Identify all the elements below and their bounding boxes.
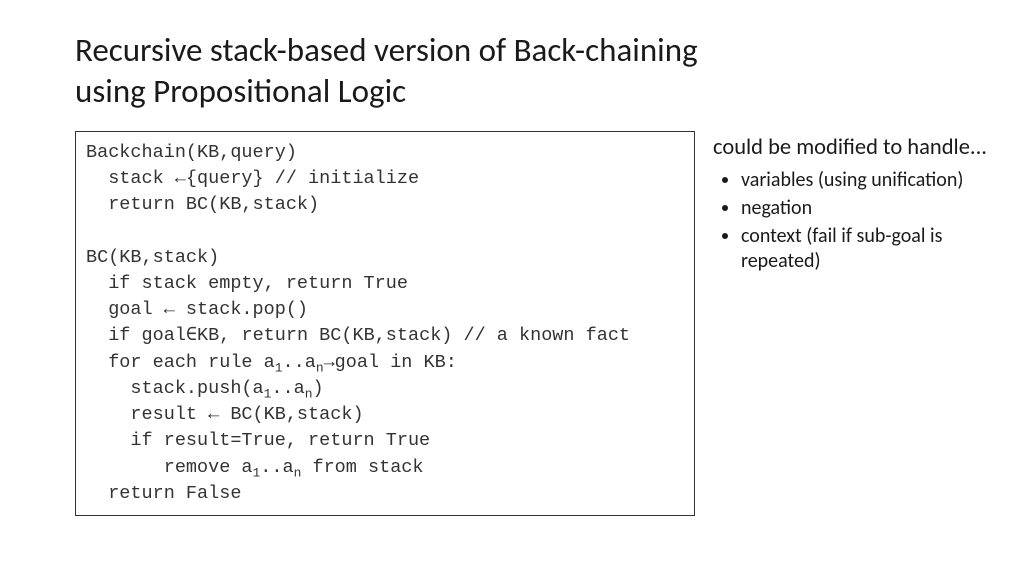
code-line: return False xyxy=(86,483,241,504)
pseudocode-box: Backchain(KB,query) stack ←{query} // in… xyxy=(75,131,695,517)
code-line: if goal∈KB, return BC(KB,stack) // a kno… xyxy=(86,325,630,346)
code-line: result ← BC(KB,stack) xyxy=(86,404,364,425)
subscript: n xyxy=(316,360,324,375)
title-line-1: Recursive stack-based version of Back-ch… xyxy=(75,30,698,70)
list-item: negation xyxy=(741,196,1014,221)
code-line: ..a xyxy=(260,457,293,478)
subscript: 1 xyxy=(275,360,283,375)
code-line: ..a xyxy=(283,352,316,373)
sidebar-list: variables (using unification) negation c… xyxy=(713,168,1014,274)
sidebar-notes: could be modified to handle... variables… xyxy=(713,131,1014,277)
code-line: BC(KB,stack) xyxy=(86,247,219,268)
code-line: stack.push(a xyxy=(86,378,264,399)
content-row: Backchain(KB,query) stack ←{query} // in… xyxy=(75,131,1014,517)
code-line: →goal in KB: xyxy=(324,352,457,373)
sidebar-heading: could be modified to handle... xyxy=(713,133,1014,162)
code-line: if stack empty, return True xyxy=(86,273,408,294)
title-line-2: using Propositional Logic xyxy=(75,71,406,111)
code-line: goal ← stack.pop() xyxy=(86,299,308,320)
code-line: from stack xyxy=(301,457,423,478)
list-item: variables (using unification) xyxy=(741,168,1014,193)
code-line: ) xyxy=(312,378,323,399)
code-line: remove a xyxy=(86,457,253,478)
list-item: context (fail if sub-goal is repeated) xyxy=(741,224,1014,274)
code-line: if result=True, return True xyxy=(86,430,430,451)
slide-title: Recursive stack-based version of Back-ch… xyxy=(75,30,1014,113)
code-line: for each rule a xyxy=(86,352,275,373)
code-line: Backchain(KB,query) xyxy=(86,142,297,163)
code-line: ..a xyxy=(271,378,304,399)
code-line: stack ←{query} // initialize xyxy=(86,168,419,189)
code-line: return BC(KB,stack) xyxy=(86,194,319,215)
